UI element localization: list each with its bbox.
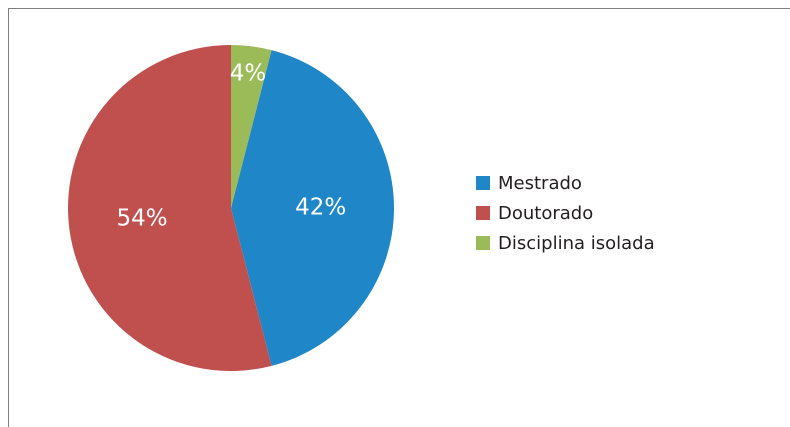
legend-label: Disciplina isolada: [498, 233, 655, 254]
legend-swatch: [476, 176, 490, 190]
legend-label: Mestrado: [498, 173, 582, 194]
pie-slice: [231, 45, 272, 208]
legend-label: Doutorado: [498, 203, 593, 224]
data-label: 4%: [230, 60, 267, 86]
legend-swatch: [476, 236, 490, 250]
pie-slice: [231, 50, 394, 366]
data-label: 54%: [116, 206, 167, 232]
frame: [8, 8, 790, 427]
pie-slice: [68, 45, 272, 371]
data-label: 42%: [295, 195, 346, 221]
legend-swatch: [476, 206, 490, 220]
